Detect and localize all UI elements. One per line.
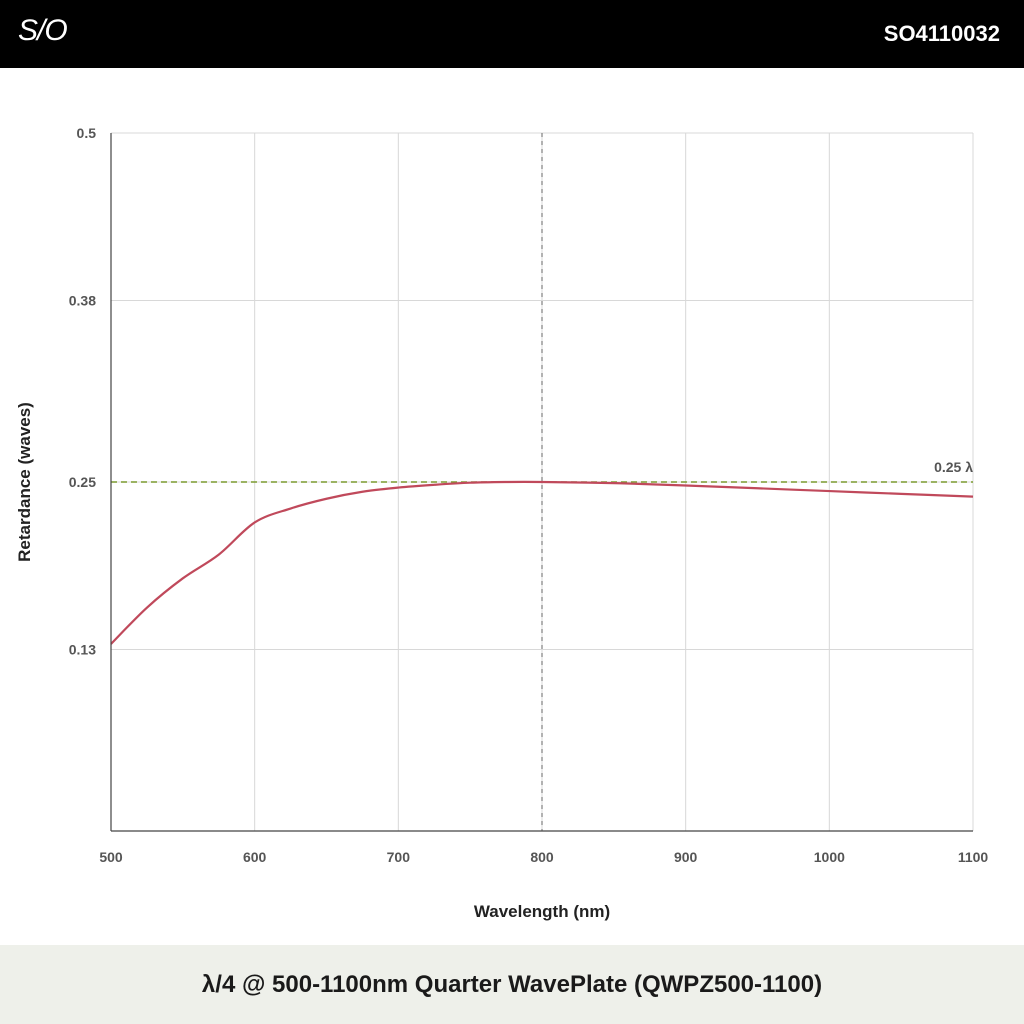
x-tick-label: 900	[674, 849, 698, 865]
y-tick-label: 0.13	[69, 642, 96, 658]
product-code: SO4110032	[883, 21, 1000, 46]
x-tick-label: 800	[530, 849, 554, 865]
x-tick-label: 700	[387, 849, 411, 865]
y-tick-label: 0.25	[69, 474, 96, 490]
x-axis-title: Wavelength (nm)	[474, 902, 610, 921]
chart-caption: λ/4 @ 500-1100nm Quarter WavePlate (QWPZ…	[201, 971, 823, 998]
series-layer	[110, 480, 974, 645]
x-tick-label: 500	[99, 849, 123, 865]
reference-line-label: 0.25 λ	[934, 459, 973, 475]
header-bar: S/O SO4110032	[0, 0, 1024, 68]
retardance-series-line	[110, 480, 974, 645]
y-tick-label: 0.38	[69, 293, 96, 309]
retardance-chart: 500 600 700 800 900 1000 1100 0.13 0.25 0.38 0.5 W…	[15, 125, 989, 921]
x-tick-label: 600	[243, 849, 267, 865]
tick-labels: 500 600 700 800 900 1000 1100 0.13 0.25 0.38 0.5	[69, 125, 989, 865]
y-tick-label: 0.5	[77, 125, 97, 141]
axes	[110, 133, 973, 832]
footer-bar: λ/4 @ 500-1100nm Quarter WavePlate (QWPZ…	[0, 945, 1024, 1024]
x-tick-label: 1000	[814, 849, 845, 865]
y-axis-title: Retardance (waves)	[15, 402, 34, 562]
brand-logo: S/O	[18, 14, 68, 47]
x-tick-label: 1100	[958, 849, 989, 865]
